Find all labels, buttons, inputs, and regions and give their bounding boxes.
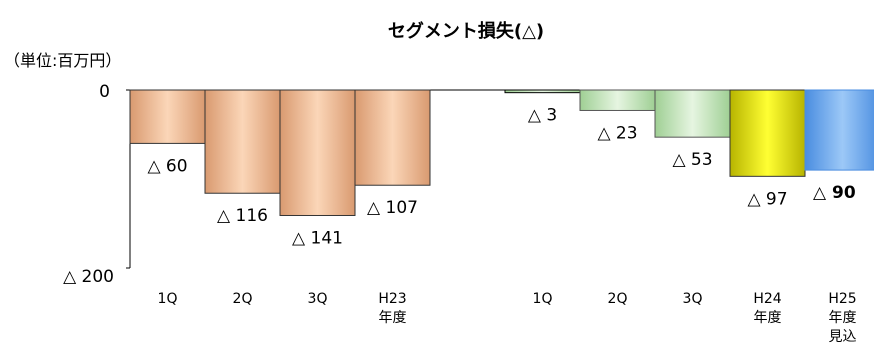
data-label-g2-3: △ 53	[672, 150, 712, 170]
data-label-g2-4: △ 97	[747, 189, 787, 209]
data-label-g2-2: △ 23	[597, 123, 637, 143]
bar-g2-2	[579, 89, 656, 111]
bar-g1-4	[354, 89, 431, 186]
y-tick-label-0: 0	[99, 82, 110, 102]
data-label-g1-4: △ 107	[367, 198, 418, 218]
data-label-g1-1: △ 60	[147, 156, 187, 176]
bar-g2-1	[504, 89, 581, 94]
category-label-g2-4: H24 年度	[753, 291, 781, 326]
category-label-g1-4: H23 年度	[378, 291, 406, 326]
data-label-g2-1: △ 3	[528, 106, 557, 126]
bar-g1-1	[129, 89, 206, 144]
unit-label: （単位:百万円）	[4, 51, 121, 70]
category-label-g2-2: 2Q	[608, 291, 628, 307]
bar-g1-2	[204, 89, 281, 194]
bar-g1-3	[279, 89, 356, 216]
bar-g2-4	[729, 89, 806, 177]
bar-g2-5	[804, 89, 874, 171]
chart-title: セグメント損失(△)	[388, 20, 544, 42]
data-label-g1-2: △ 116	[217, 206, 268, 226]
category-label-g1-2: 2Q	[233, 291, 253, 307]
category-label-g2-5: H25 年度見込	[828, 291, 856, 345]
category-label-g1-3: 3Q	[308, 291, 328, 307]
y-tick-label-200: △ 200	[63, 267, 114, 287]
data-label-g2-5: △ 90	[813, 183, 856, 203]
bar-g2-3	[654, 89, 731, 138]
data-label-g1-3: △ 141	[292, 228, 343, 248]
category-label-g2-1: 1Q	[533, 291, 553, 307]
category-label-g1-1: 1Q	[158, 291, 178, 307]
category-label-g2-3: 3Q	[683, 291, 703, 307]
